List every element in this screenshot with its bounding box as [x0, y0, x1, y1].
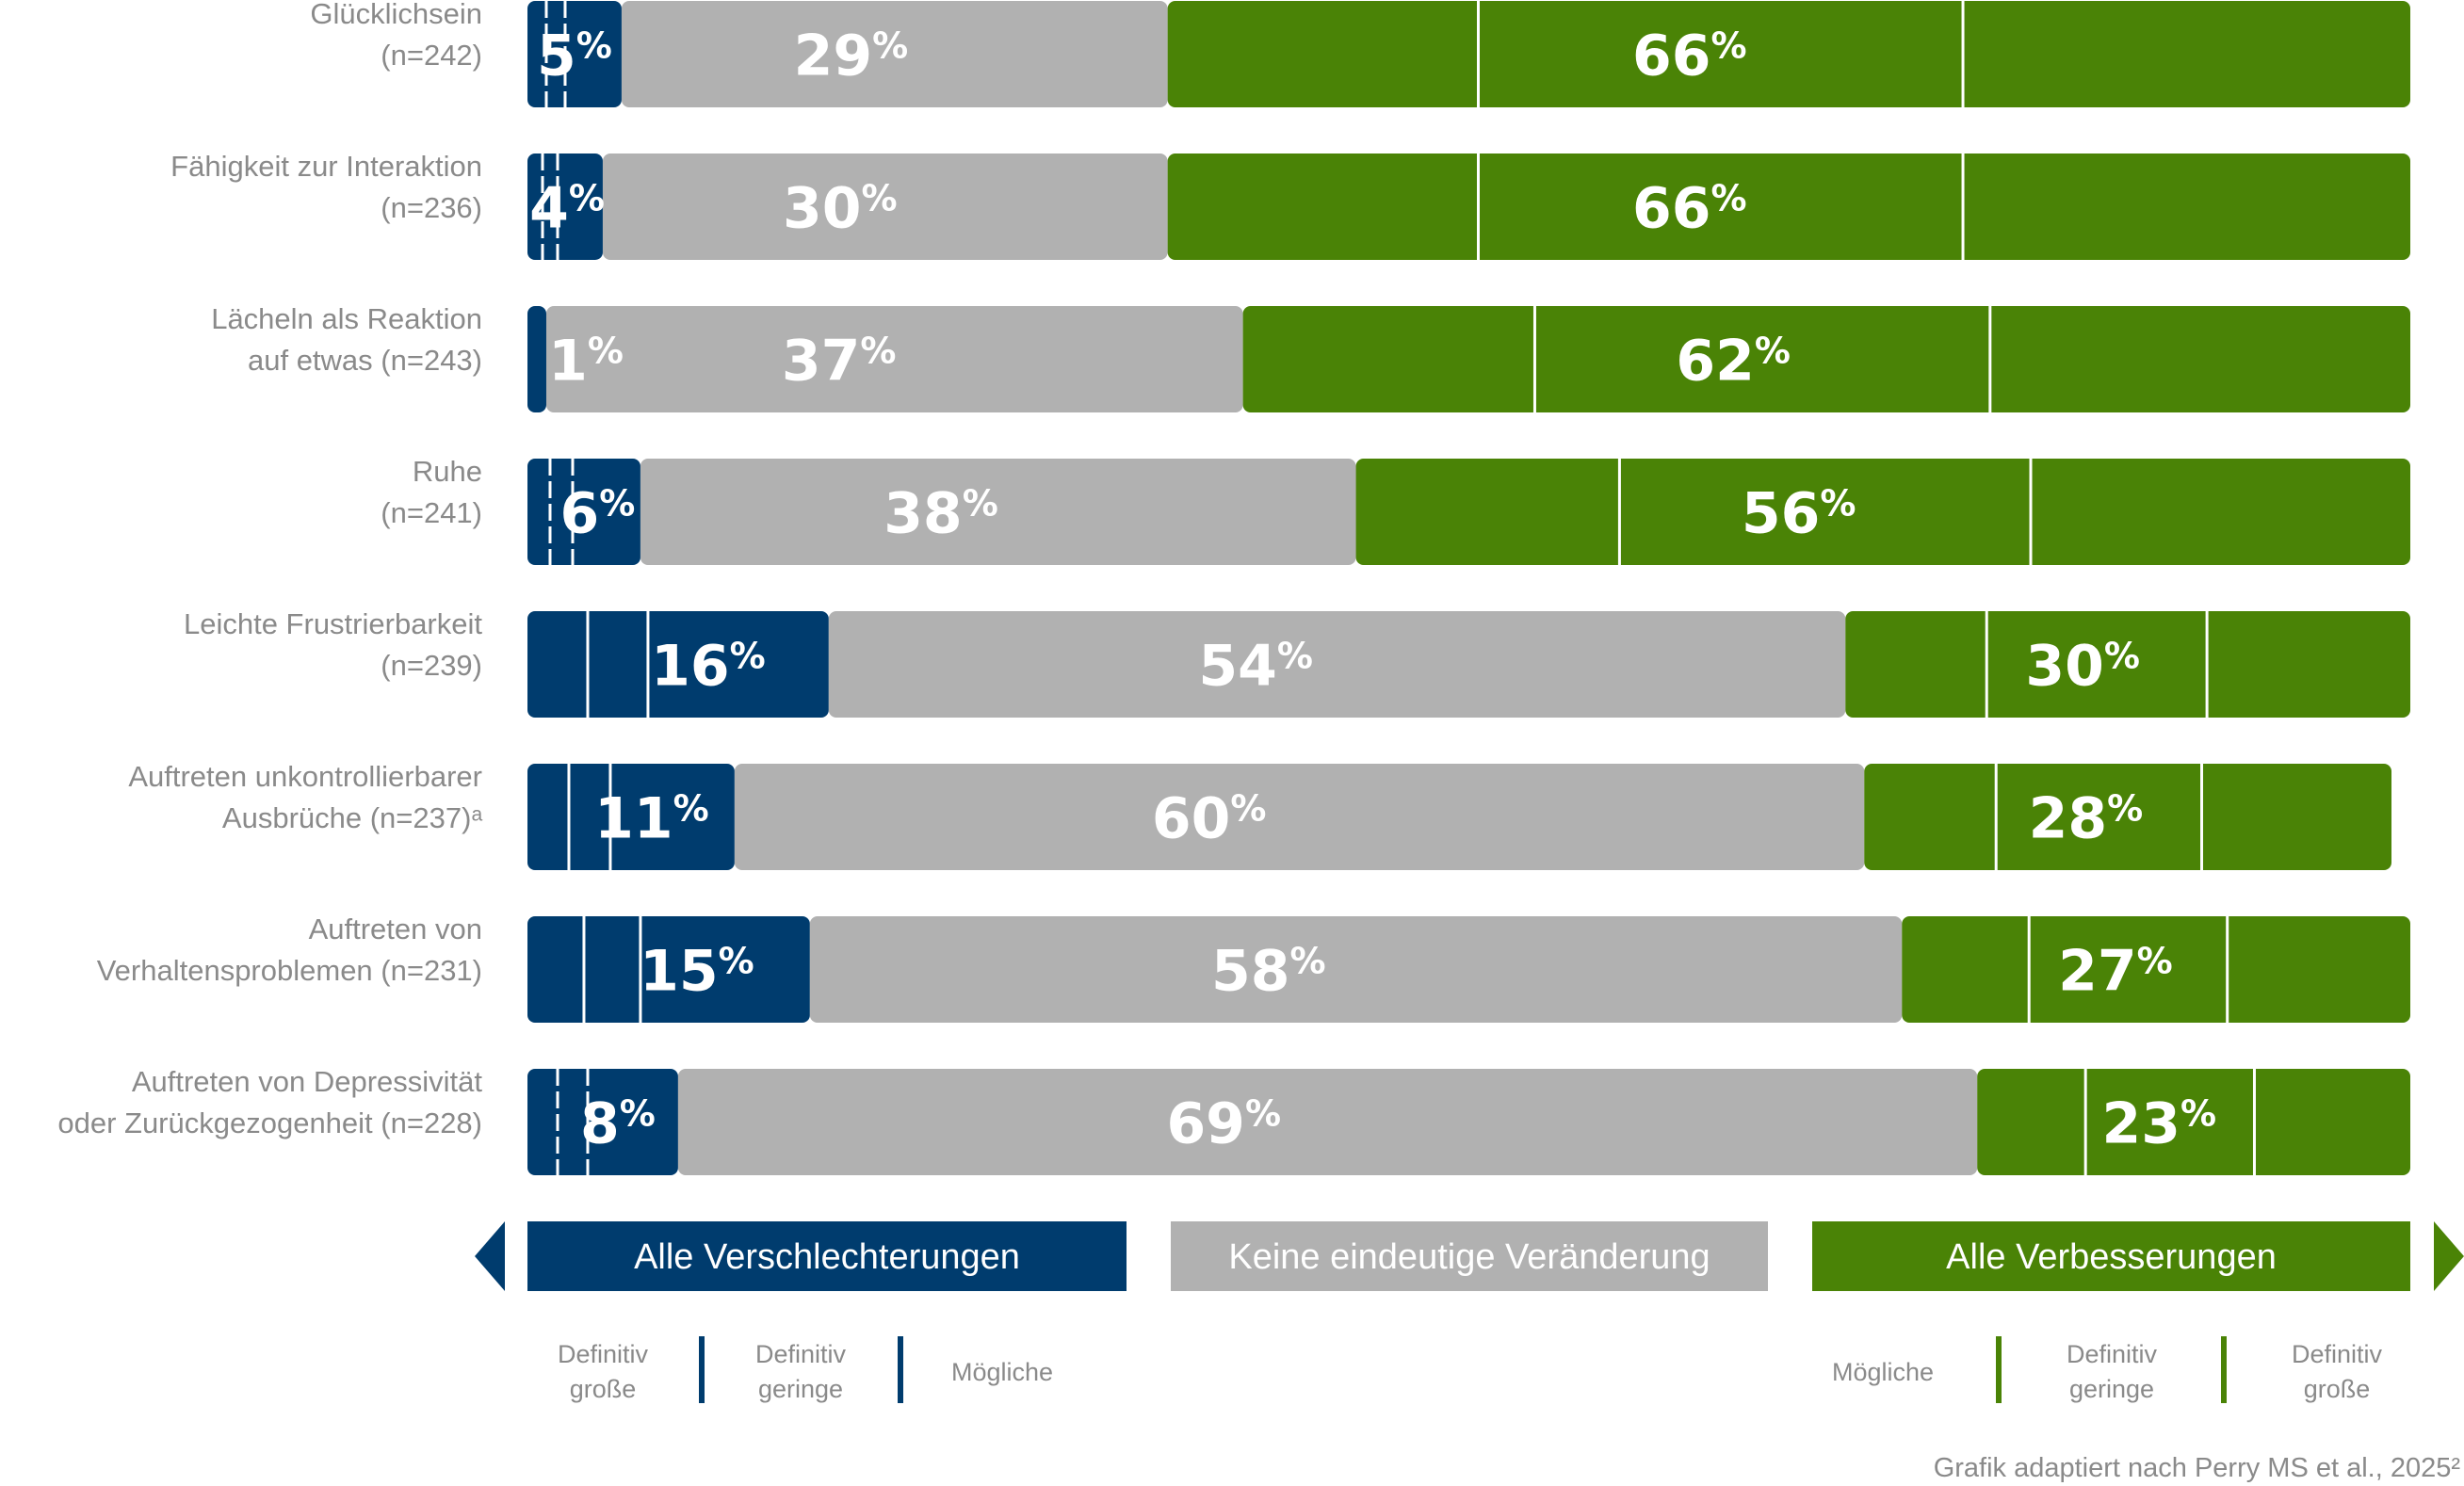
category-label: Fähigkeit zur Interaktion (n=236) — [170, 150, 482, 224]
sub-legend-better-possible: Mögliche — [1832, 1358, 1934, 1386]
legend-no-change-box — [1171, 1221, 1768, 1291]
legend-worse-label: Alle Verschlechterungen — [634, 1237, 1020, 1277]
value-label-no-change: 37% — [782, 329, 897, 395]
sub-legend-better-small: Definitiv geringe — [2067, 1340, 2158, 1403]
bar-row: 11% 60% 28% — [527, 764, 2392, 870]
value-label-no-change: 29% — [794, 24, 909, 89]
value-label-no-change: 58% — [1211, 939, 1326, 1005]
bar-segment-no-change — [640, 459, 1356, 565]
bar-segment-no-change — [809, 916, 1903, 1023]
legend-worse-box — [527, 1221, 1127, 1291]
bar-segment-worse — [527, 764, 735, 870]
bar-segment-worse — [527, 611, 829, 718]
category-label: Auftreten von Depressivität oder Zurückge… — [57, 1065, 482, 1139]
value-label-better: 30% — [2025, 634, 2140, 700]
sub-legend-worse-small: Definitiv geringe — [755, 1340, 847, 1403]
value-label-worse: 16% — [651, 634, 766, 700]
bar-segment-worse — [527, 459, 640, 565]
value-label-better: 62% — [1676, 329, 1791, 395]
value-label-worse: 11% — [594, 786, 709, 852]
bar-segment-worse — [527, 1069, 678, 1175]
value-label-worse: 8% — [580, 1091, 656, 1157]
bar-row: 1% 37% 62% — [527, 306, 2410, 412]
value-label-no-change: 54% — [1198, 634, 1313, 700]
value-label-better: 28% — [2029, 786, 2144, 852]
bar-segment-better — [1242, 306, 2410, 412]
value-label-worse: 5% — [537, 24, 612, 89]
value-label-worse: 6% — [559, 481, 635, 547]
value-label-better: 23% — [2102, 1091, 2217, 1157]
category-label: Glücklichsein (n=242) — [310, 0, 482, 72]
bar-segment-worse — [527, 916, 810, 1023]
value-label-worse: 15% — [640, 939, 754, 1005]
category-label: Ruhe (n=241) — [381, 455, 482, 529]
category-label: Auftreten von Verhaltensproblemen (n=231) — [97, 913, 482, 987]
bar-segment-better — [1167, 1, 2410, 107]
value-label-better: 27% — [2058, 939, 2173, 1005]
bar-segment-worse — [527, 153, 603, 260]
value-label-better: 66% — [1632, 24, 1747, 89]
value-label-better: 56% — [1742, 481, 1856, 547]
bar-row: 4% 30% 66% — [527, 153, 2410, 260]
bar-segment-no-change — [545, 306, 1243, 412]
value-label-worse: 1% — [548, 329, 624, 395]
category-label: Lächeln als Reaktion auf etwas (n=243) — [211, 302, 482, 377]
bar-segment-better — [1355, 459, 2410, 565]
legend-no-change-label: Keine eindeutige Veränderung — [1228, 1237, 1710, 1277]
bar-row: 6% 38% 56% — [527, 459, 2410, 565]
sub-legend-worse-large: Definitiv große — [558, 1340, 649, 1403]
category-label: Auftreten unkontrollierbarer Ausbrüche (n… — [128, 760, 482, 834]
bar-row: 8% 69% 23% — [527, 1069, 2410, 1175]
bar-segment-no-change — [602, 153, 1168, 260]
bar-segment-no-change — [734, 764, 1865, 870]
legend: Alle Verschlechterungen Keine eindeutige … — [475, 1221, 2464, 1291]
legend-better-label: Alle Verbesserungen — [1946, 1237, 2277, 1277]
bar-segment-worse — [527, 1, 622, 107]
bar-segment-no-change — [828, 611, 1846, 718]
bar-segment-no-change — [677, 1069, 1978, 1175]
value-label-better: 66% — [1632, 176, 1747, 242]
sub-legend-better-large: Definitiv große — [2292, 1340, 2383, 1403]
value-label-no-change: 30% — [783, 176, 898, 242]
source-note: Grafik adaptiert nach Perry MS et al., 2… — [1934, 1453, 2461, 1483]
bars-layer: 5% 29% 66% 4% 30% 66% 1% 37% 62% 6% 38% 56% 16% 54% 30… — [527, 1, 2410, 1175]
category-labels-layer: Glücklichsein (n=242) Fähigkeit zur Intera… — [57, 0, 482, 1139]
subsegment-legend: Definitiv große Definitiv geringe Mögliche Mö… — [558, 1336, 2383, 1403]
category-label: Leichte Frustrierbarkeit (n=239) — [184, 607, 482, 682]
bar-segment-no-change — [621, 1, 1168, 107]
value-label-no-change: 60% — [1152, 786, 1267, 852]
value-label-no-change: 69% — [1166, 1091, 1281, 1157]
legend-better-box — [1812, 1221, 2410, 1291]
bar-row: 16% 54% 30% — [527, 611, 2410, 718]
bar-segment-worse — [527, 306, 546, 412]
bar-row: 15% 58% 27% — [527, 916, 2410, 1023]
arrow-right-icon — [2434, 1221, 2464, 1291]
value-label-no-change: 38% — [883, 481, 998, 547]
bar-segment-better — [1167, 153, 2410, 260]
sub-legend-worse-possible: Mögliche — [951, 1358, 1053, 1386]
bar-row: 5% 29% 66% — [527, 1, 2410, 107]
arrow-left-icon — [475, 1221, 505, 1291]
value-label-worse: 4% — [529, 176, 605, 242]
